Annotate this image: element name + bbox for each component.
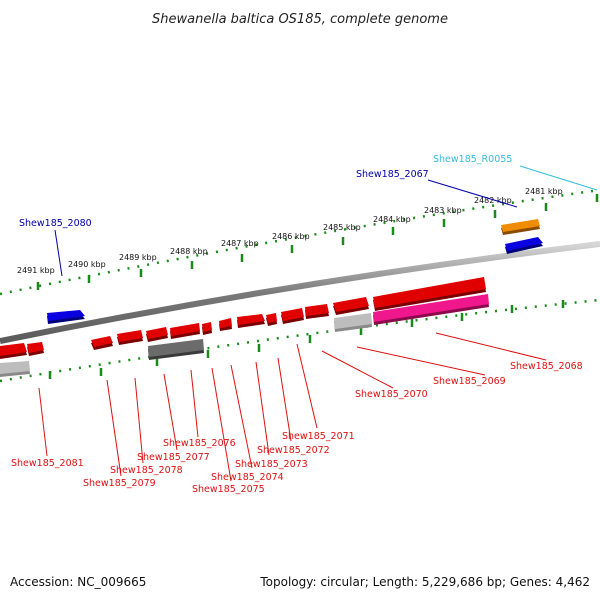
kbp-label-2487: 2487 kbp <box>221 239 259 248</box>
gene-labels: Shew185_R0055 Shew185_2067 Shew185_2080 … <box>11 154 583 495</box>
gene-2070-block <box>333 297 369 312</box>
kbp-label-2490: 2490 kbp <box>68 260 106 269</box>
kbp-label-2483: 2483 kbp <box>424 206 462 215</box>
gene-2075-block <box>219 318 232 328</box>
label-shew185-2080[interactable]: Shew185_2080 <box>19 218 92 229</box>
minus-strand-row <box>0 294 489 377</box>
gene-2081b-block <box>0 343 27 356</box>
red-gene-row <box>0 277 486 359</box>
label-shew185-2071[interactable]: Shew185_2071 <box>282 431 355 442</box>
gene-2077-block <box>170 323 200 336</box>
label-shew185-2075[interactable]: Shew185_2075 <box>192 484 265 495</box>
gene-2077-minus-block <box>148 339 204 357</box>
leader-lines <box>38 165 598 482</box>
label-shew185-2077[interactable]: Shew185_2077 <box>137 452 210 463</box>
kbp-label-2489: 2489 kbp <box>119 253 157 262</box>
map-title: Shewanella baltica OS185, complete genom… <box>152 12 448 27</box>
label-shew185-2072[interactable]: Shew185_2072 <box>257 445 330 456</box>
gene-2081a-block <box>27 342 44 353</box>
label-shew185-2070[interactable]: Shew185_2070 <box>355 389 428 400</box>
kbp-label-2484: 2484 kbp <box>373 215 411 224</box>
label-shew185-2073[interactable]: Shew185_2073 <box>235 459 308 470</box>
label-shew185-r0055[interactable]: Shew185_R0055 <box>433 154 512 165</box>
genome-summary-text: Topology: circular; Length: 5,229,686 bp… <box>259 575 590 589</box>
gene-2072-block <box>281 308 304 321</box>
outer-tick-ring <box>0 188 600 296</box>
label-shew185-2078[interactable]: Shew185_2078 <box>110 465 183 476</box>
gene-2079-block <box>117 330 143 342</box>
gene-2081-minus-block <box>0 361 30 374</box>
gene-2074-block <box>237 314 265 325</box>
gene-2068-block <box>373 294 489 322</box>
label-shew185-2081[interactable]: Shew185_2081 <box>11 458 84 469</box>
gene-2079b-block <box>91 336 113 347</box>
cds-feature-2067-top <box>505 237 543 251</box>
kbp-label-2482: 2482 kbp <box>474 196 512 205</box>
gene-2073-block <box>266 313 277 323</box>
label-shew185-2068[interactable]: Shew185_2068 <box>510 361 583 372</box>
cds-feature-2080-top <box>47 310 85 321</box>
kbp-label-2491: 2491 kbp <box>17 266 55 275</box>
kbp-label-2486: 2486 kbp <box>272 232 310 241</box>
kbp-label-2488: 2488 kbp <box>170 247 208 256</box>
gene-features <box>0 219 543 377</box>
gene-2076-block <box>202 322 212 332</box>
trna-feature-r0055-top <box>501 219 540 232</box>
label-shew185-2076[interactable]: Shew185_2076 <box>163 438 236 449</box>
label-shew185-2079[interactable]: Shew185_2079 <box>83 478 156 489</box>
gene-2078-block <box>146 327 168 339</box>
gene-2069-block <box>373 277 486 308</box>
kbp-labels: 2481 kbp 2482 kbp 2483 kbp 2484 kbp 2485… <box>17 187 563 275</box>
label-shew185-2069[interactable]: Shew185_2069 <box>433 376 506 387</box>
gene-2071-block <box>305 304 329 316</box>
accession-text: Accession: NC_009665 <box>10 575 146 589</box>
kbp-label-2485: 2485 kbp <box>323 223 361 232</box>
gene-2070-minus-block <box>334 313 372 329</box>
label-shew185-2067[interactable]: Shew185_2067 <box>356 169 429 180</box>
kbp-label-2481: 2481 kbp <box>525 187 563 196</box>
genome-backbone <box>0 241 600 344</box>
label-shew185-2074[interactable]: Shew185_2074 <box>211 472 284 483</box>
